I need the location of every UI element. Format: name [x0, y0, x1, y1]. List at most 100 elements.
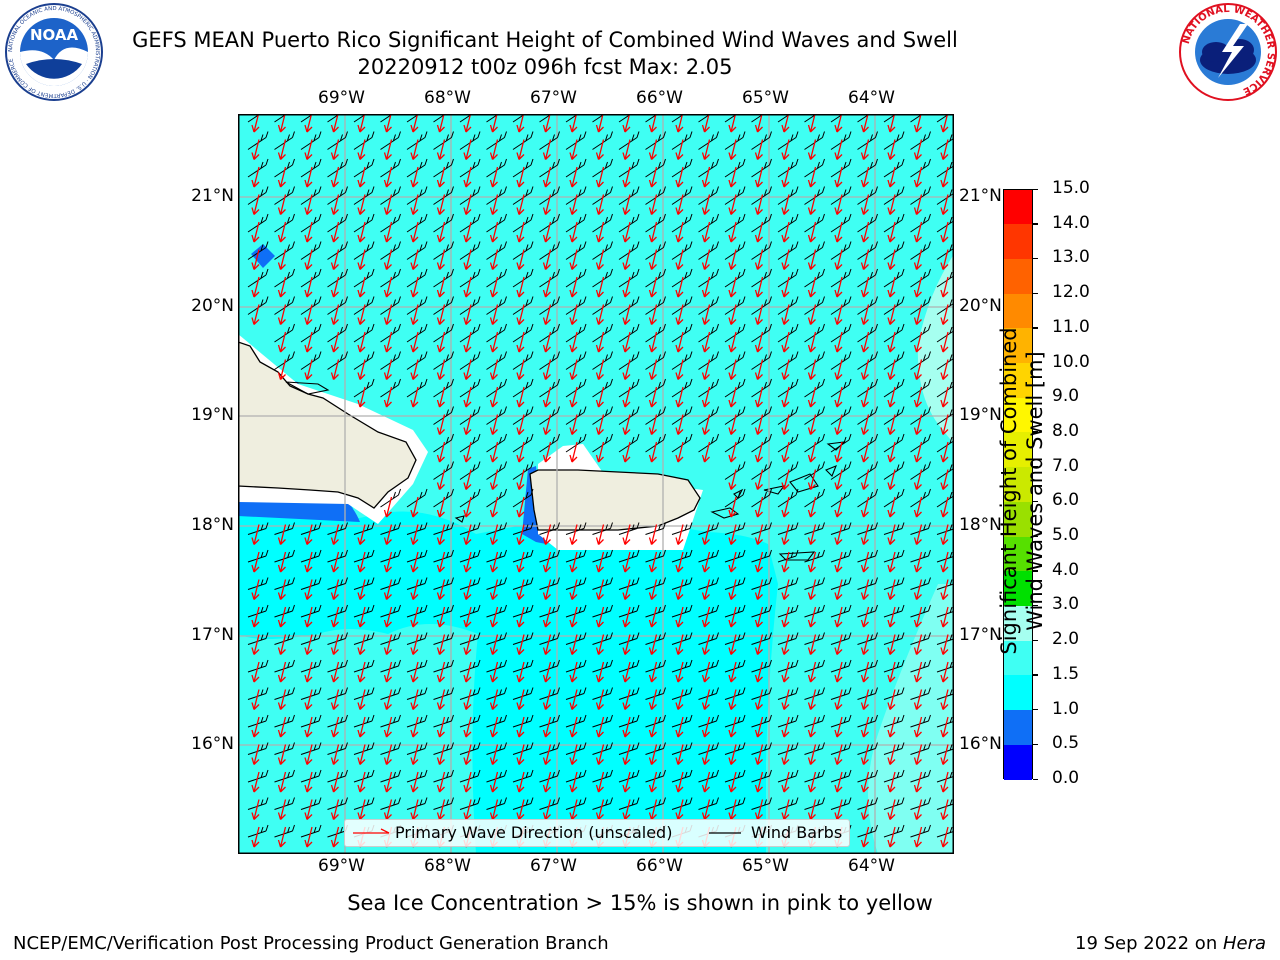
wave-direction-arrow — [834, 166, 843, 188]
wind-barb — [300, 114, 314, 123]
wave-direction-arrow — [887, 661, 896, 683]
wind-barb — [645, 323, 666, 343]
wind-barb — [433, 158, 454, 178]
wave-direction-arrow — [675, 414, 684, 435]
wave-direction-arrow — [542, 386, 552, 408]
wave-direction-arrow — [781, 661, 790, 683]
wave-direction-arrow — [754, 606, 764, 628]
wave-direction-arrow — [754, 689, 764, 710]
wind-barb — [327, 186, 348, 205]
colorbar-tick-label: 5.0 — [1052, 525, 1080, 546]
wave-direction-arrow — [940, 716, 949, 738]
wave-direction-arrow — [251, 826, 260, 848]
wind-barb — [698, 131, 719, 150]
wave-direction-arrow — [251, 689, 260, 710]
wind-barb — [618, 351, 640, 370]
wave-direction-arrow — [675, 551, 684, 573]
wave-direction-arrow — [304, 249, 313, 270]
wave-direction-arrow — [913, 331, 923, 353]
colorbar-tick-label: 2.0 — [1052, 629, 1080, 650]
wind-barb — [857, 488, 878, 508]
wind-barb — [777, 268, 799, 288]
wave-direction-arrow — [834, 386, 843, 408]
wave-direction-arrow — [860, 221, 870, 243]
wave-direction-arrow — [251, 606, 260, 628]
wave-direction-arrow — [834, 194, 843, 215]
wave-direction-arrow — [648, 661, 658, 683]
wind-barb — [327, 131, 348, 150]
wind-barb — [830, 406, 852, 425]
wave-direction-arrow — [701, 716, 711, 738]
wave-direction-arrow — [383, 249, 393, 270]
wave-direction-arrow — [595, 166, 605, 188]
colorbar-tick — [1033, 257, 1038, 260]
wind-barb — [645, 158, 666, 178]
wave-direction-arrow — [595, 386, 605, 408]
wave-direction-arrow — [436, 331, 446, 353]
wave-direction-arrow — [410, 606, 419, 628]
wave-direction-arrow — [436, 166, 446, 188]
wave-direction-arrow — [463, 606, 472, 628]
wind-barb — [539, 351, 560, 370]
wave-direction-arrow — [622, 579, 631, 600]
wave-direction-arrow — [728, 496, 737, 518]
wave-direction-arrow — [728, 249, 737, 270]
wind-barb — [592, 241, 613, 260]
wind-barb — [459, 296, 481, 315]
wave-direction-arrow — [648, 441, 658, 463]
wave-direction-arrow — [304, 331, 313, 353]
wind-barb — [698, 351, 719, 370]
colorbar-segment — [1004, 363, 1032, 398]
wave-direction-arrow — [940, 634, 949, 655]
wave-direction-arrow — [754, 771, 764, 793]
wind-barb — [380, 323, 401, 343]
wind-barb — [247, 296, 269, 315]
wind-barb — [353, 296, 375, 315]
wind-barb — [857, 213, 878, 233]
wave-direction-arrow — [410, 221, 419, 243]
wave-direction-arrow — [330, 689, 340, 710]
colorbar-tick-label: 4.0 — [1052, 559, 1080, 580]
colorbar-tick-label: 3.0 — [1052, 594, 1080, 615]
colorbar-segment — [1004, 675, 1032, 711]
lon-top-65w: 65°W — [742, 88, 789, 108]
wave-direction-arrow — [330, 771, 340, 793]
wave-direction-arrow — [569, 359, 578, 380]
sea-field-0p5-1-north — [251, 244, 275, 268]
wave-direction-arrow — [277, 579, 287, 600]
wind-barb — [698, 378, 719, 398]
wave-direction-arrow — [913, 469, 923, 490]
wave-direction-arrow — [304, 139, 313, 160]
wind-barb — [777, 488, 799, 508]
wind-barb — [883, 461, 905, 480]
wave-direction-arrow — [940, 799, 949, 820]
colorbar-tick — [1033, 431, 1038, 433]
wave-direction-arrow — [277, 524, 287, 545]
wind-barb — [327, 213, 348, 233]
wind-barb — [592, 296, 613, 315]
wave-direction-arrow — [410, 331, 419, 353]
wave-direction-arrow — [622, 551, 631, 573]
wind-barb — [592, 433, 613, 453]
wave-direction-arrow — [781, 386, 790, 408]
wave-direction-arrow — [277, 826, 287, 848]
wave-direction-arrow — [436, 744, 446, 765]
wave-direction-arrow — [251, 524, 260, 545]
wave-direction-arrow — [277, 634, 287, 655]
wave-direction-arrow — [357, 551, 366, 573]
wind-barb — [512, 433, 534, 453]
wave-direction-arrow — [330, 194, 340, 215]
wave-direction-arrow — [569, 606, 578, 628]
wave-direction-arrow — [516, 386, 525, 408]
wave-direction-arrow — [569, 579, 578, 600]
wave-direction-arrow — [277, 139, 287, 160]
wave-direction-arrow — [542, 331, 552, 353]
wave-direction-arrow — [834, 496, 843, 518]
wave-direction-arrow — [383, 716, 393, 738]
wind-barb — [380, 268, 401, 288]
anegada-island — [825, 465, 837, 477]
nws-logo-icon: NATIONAL WEATHER SERVICE — [1179, 3, 1277, 101]
wind-barb — [618, 186, 640, 205]
wind-barb — [777, 351, 799, 370]
wave-direction-arrow — [675, 771, 684, 793]
